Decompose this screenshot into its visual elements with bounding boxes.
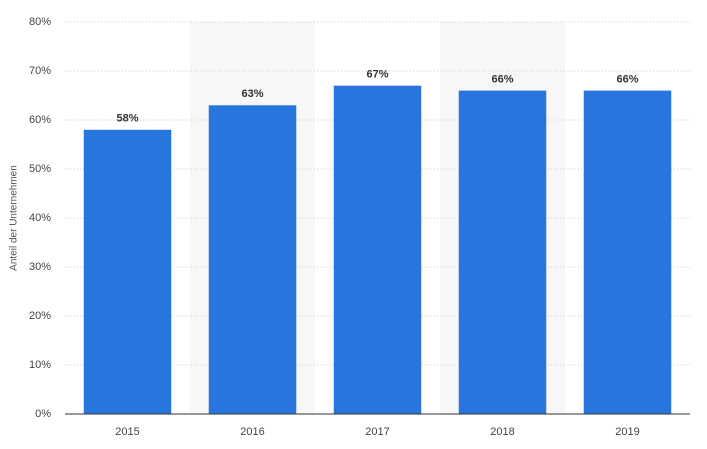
- y-tick-label: 20%: [29, 310, 51, 322]
- bar: [208, 105, 297, 415]
- bar: [458, 90, 547, 414]
- bar: [83, 129, 172, 415]
- y-tick-label: 60%: [29, 114, 51, 126]
- y-tick-label: 70%: [29, 65, 51, 77]
- data-label: 66%: [491, 74, 513, 86]
- x-tick-label: 2015: [115, 426, 139, 438]
- y-tick-label: 50%: [29, 163, 51, 175]
- data-label: 67%: [366, 69, 388, 81]
- x-tick-label: 2018: [490, 426, 514, 438]
- data-label: 66%: [616, 74, 638, 86]
- y-tick-label: 10%: [29, 359, 51, 371]
- y-axis-label: Anteil der Unternehmen: [9, 165, 20, 271]
- x-tick-label: 2019: [615, 426, 639, 438]
- x-tick-label: 2016: [240, 426, 264, 438]
- y-tick-label: 40%: [29, 212, 51, 224]
- y-tick-label: 0%: [35, 408, 51, 420]
- y-tick-label: 30%: [29, 261, 51, 273]
- bar: [333, 85, 422, 414]
- data-label: 63%: [241, 88, 263, 100]
- data-label: 58%: [116, 113, 138, 125]
- x-tick-label: 2017: [365, 426, 389, 438]
- y-tick-label: 80%: [29, 16, 51, 28]
- bar: [583, 90, 672, 414]
